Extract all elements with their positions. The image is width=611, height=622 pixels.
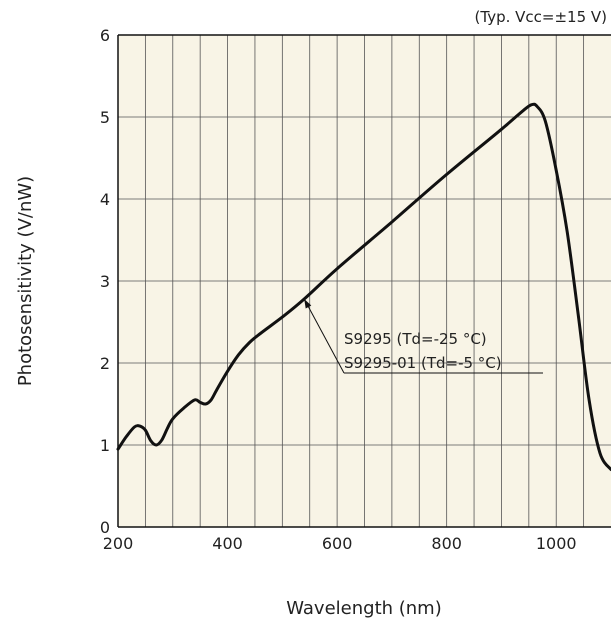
annotation-arrowhead: [304, 299, 312, 309]
series-line: [116, 102, 611, 472]
y-axis-label: Photosensitivity (V/nW): [15, 176, 36, 386]
y-tick-label: 3: [100, 272, 110, 291]
x-tick-label: 400: [212, 534, 243, 553]
y-tick-label: 6: [100, 26, 110, 45]
annotation-line-2: S9295-01 (Td=-5 °C): [344, 354, 502, 372]
annotation-line-1: S9295 (Td=-25 °C): [344, 330, 487, 348]
y-tick-label: 1: [100, 436, 110, 455]
y-tick-label: 0: [100, 518, 110, 537]
y-tick-label: 5: [100, 108, 110, 127]
grid: [118, 35, 611, 527]
annotation: S9295 (Td=-25 °C) S9295-01 (Td=-5 °C): [303, 298, 543, 374]
x-tick-label: 800: [431, 534, 462, 553]
x-tick-label: 600: [322, 534, 353, 553]
y-tick-label: 2: [100, 354, 110, 373]
chart-note: (Typ. Vcc=±15 V): [475, 8, 607, 26]
x-tick-label: 200: [103, 534, 134, 553]
x-axis-label: Wavelength (nm): [286, 598, 442, 619]
ticks: 200 400 600 800 1000 0 1 2 3 4 5 6: [100, 26, 577, 553]
x-tick-label: 1000: [536, 534, 577, 553]
y-tick-label: 4: [100, 190, 110, 209]
annotation-leader: [303, 298, 345, 374]
